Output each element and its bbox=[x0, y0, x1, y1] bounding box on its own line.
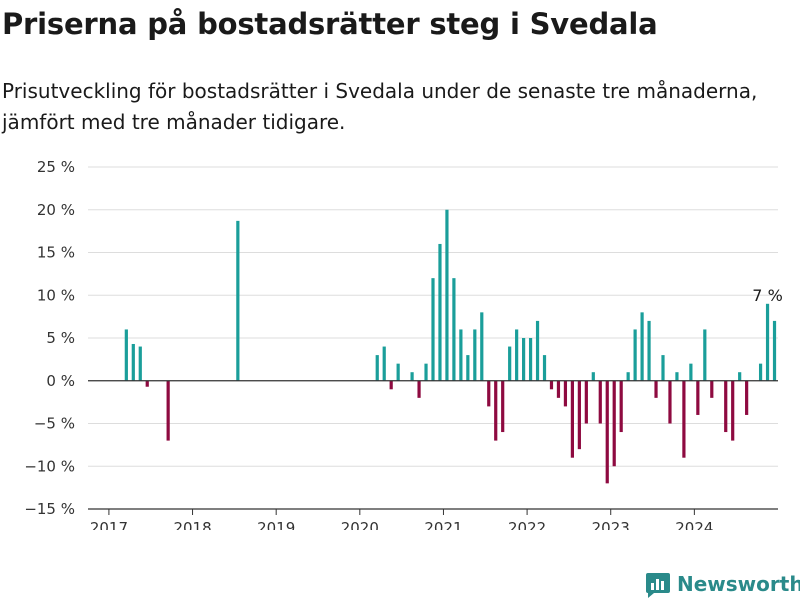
bar bbox=[745, 380, 749, 415]
bar bbox=[765, 303, 770, 381]
bar bbox=[654, 380, 658, 398]
x-tick-label: 2020 bbox=[341, 519, 379, 530]
newsworthy-logo-icon bbox=[646, 573, 670, 598]
y-tick-label: 10 % bbox=[37, 286, 75, 304]
bar bbox=[508, 346, 512, 381]
bar bbox=[758, 363, 763, 381]
y-tick-label: 20 % bbox=[37, 201, 75, 219]
bar bbox=[549, 380, 554, 390]
axis-layer bbox=[88, 380, 778, 515]
bar bbox=[675, 372, 679, 381]
bar bbox=[682, 380, 686, 458]
bar bbox=[710, 380, 714, 398]
bar bbox=[515, 329, 519, 381]
bar bbox=[640, 312, 644, 381]
bar bbox=[494, 380, 498, 441]
bar bbox=[480, 312, 484, 381]
bar bbox=[612, 380, 616, 467]
newsworthy-logo-text: Newsworthy bbox=[677, 572, 800, 596]
bar bbox=[598, 380, 602, 424]
bar bbox=[661, 355, 665, 381]
bar-chart: 25 % 20 % 15 % 10 % 5 % 0 % −5 % −10 % −15 % 2017… bbox=[24, 158, 782, 530]
bar bbox=[424, 363, 428, 381]
bar bbox=[626, 372, 630, 381]
newsworthy-logo: Newsworthy bbox=[645, 570, 800, 598]
bar bbox=[584, 380, 588, 424]
y-tick-label: 5 % bbox=[46, 329, 75, 347]
bar bbox=[724, 380, 728, 433]
bar bbox=[668, 380, 672, 424]
bar bbox=[131, 343, 135, 381]
x-tick-label: 2018 bbox=[173, 519, 211, 530]
bar bbox=[731, 380, 735, 441]
bar bbox=[396, 363, 400, 381]
bar bbox=[535, 320, 540, 381]
bar bbox=[570, 380, 574, 458]
bar bbox=[772, 320, 777, 381]
y-tick-label: −5 % bbox=[34, 415, 75, 433]
x-tick-label: 2021 bbox=[424, 519, 462, 530]
bar bbox=[528, 338, 533, 381]
bar bbox=[166, 380, 170, 441]
y-tick-label: 0 % bbox=[46, 372, 75, 390]
bar bbox=[501, 380, 505, 433]
bar bbox=[487, 380, 491, 407]
y-tick-label: −15 % bbox=[24, 500, 75, 518]
annotation-label: 7 % bbox=[752, 286, 782, 305]
bar bbox=[236, 220, 240, 381]
bar bbox=[591, 372, 595, 381]
bar bbox=[647, 320, 651, 381]
bar bbox=[375, 355, 379, 381]
y-tick-label: 25 % bbox=[37, 158, 75, 176]
bar bbox=[466, 355, 470, 381]
bar bbox=[689, 363, 693, 381]
x-tick-label: 2019 bbox=[257, 519, 295, 530]
bar-layer bbox=[124, 209, 777, 484]
bar bbox=[605, 380, 609, 484]
x-tick-label: 2022 bbox=[508, 519, 546, 530]
bar bbox=[138, 346, 142, 381]
bar bbox=[633, 329, 637, 381]
x-tick-label: 2024 bbox=[675, 519, 713, 530]
bar bbox=[382, 346, 386, 381]
bar bbox=[431, 278, 435, 381]
bar bbox=[696, 380, 700, 415]
bar bbox=[563, 380, 568, 407]
bar bbox=[577, 380, 581, 450]
bar bbox=[145, 380, 149, 387]
y-tick-label: 15 % bbox=[37, 244, 75, 262]
bar bbox=[738, 372, 742, 381]
page-title: Priserna på bostadsrätter steg i Svedala bbox=[2, 7, 658, 41]
bar bbox=[542, 355, 547, 381]
bar bbox=[522, 338, 526, 381]
bar bbox=[556, 380, 561, 398]
page-subtitle: Prisutveckling för bostadsrätter i Sveda… bbox=[2, 79, 758, 134]
bar bbox=[619, 380, 623, 433]
bar bbox=[459, 329, 463, 381]
bar bbox=[703, 329, 707, 381]
bar bbox=[473, 329, 477, 381]
bar bbox=[410, 372, 414, 381]
bar bbox=[438, 243, 442, 381]
bar bbox=[445, 209, 449, 381]
x-tick-label: 2017 bbox=[90, 519, 128, 530]
label-layer: 25 % 20 % 15 % 10 % 5 % 0 % −5 % −10 % −15 % 2017… bbox=[24, 158, 782, 530]
x-tick-label: 2023 bbox=[592, 519, 630, 530]
bar bbox=[389, 380, 393, 390]
bar bbox=[417, 380, 421, 398]
bar bbox=[124, 329, 128, 381]
bar bbox=[452, 278, 456, 381]
y-tick-label: −10 % bbox=[24, 457, 75, 475]
